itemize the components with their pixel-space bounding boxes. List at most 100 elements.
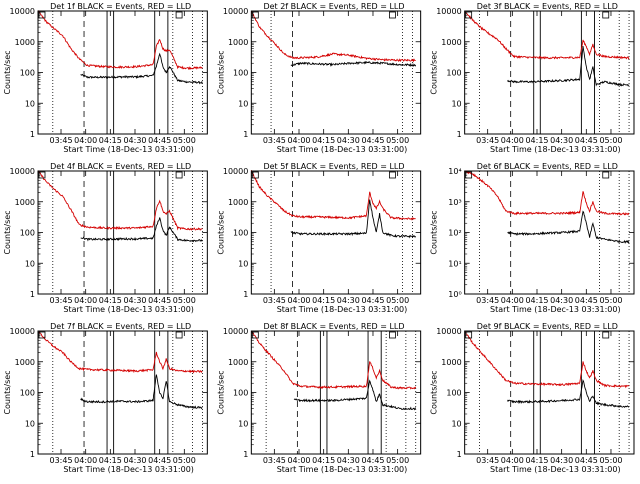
x-tick-label: 04:30 [123, 296, 146, 305]
x-tick-label: 04:00 [287, 136, 310, 145]
x-axis-label: Start Time (18-Dec-13 03:31:00) [490, 465, 621, 474]
series-line-lld [464, 330, 630, 389]
x-tick-label: 05:00 [386, 456, 409, 465]
x-tick-label: 04:45 [148, 296, 171, 305]
corner-marker [389, 331, 396, 339]
x-tick-label: 03:45 [476, 136, 499, 145]
x-tick-label: 03:45 [263, 296, 286, 305]
x-tick-label: 04:45 [575, 456, 598, 465]
x-tick-label: 04:30 [550, 296, 573, 305]
y-tick-label: 10000 [10, 7, 35, 16]
panel-title: Det 6f BLACK = Events, RED = LLD [477, 162, 618, 171]
y-tick-label: 1 [243, 130, 248, 139]
plot-frame [37, 330, 208, 455]
x-tick-label: 03:45 [476, 296, 499, 305]
y-tick-label: 10 [451, 99, 461, 108]
y-axis-label: Counts/sec [3, 210, 12, 254]
y-tick-label: 100 [20, 389, 35, 398]
y-tick-label: 1 [30, 290, 35, 299]
x-tick-label: 04:45 [361, 136, 384, 145]
x-axis-label: Start Time (18-Dec-13 03:31:00) [490, 145, 621, 154]
y-tick-label: 10000 [10, 167, 35, 176]
series-line-events [80, 217, 203, 243]
x-tick-label: 04:45 [361, 456, 384, 465]
x-tick-label: 05:00 [386, 296, 409, 305]
series-line-lld [37, 170, 203, 231]
y-tick-label: 1 [243, 290, 248, 299]
x-tick-label: 03:45 [263, 456, 286, 465]
corner-marker [465, 11, 473, 19]
x-tick-label: 04:15 [99, 136, 122, 145]
x-tick-label: 04:15 [312, 456, 335, 465]
panel-det-3f: Det 3f BLACK = Events, RED = LLD 1 10 100 10… [430, 2, 635, 154]
x-tick-label: 05:00 [599, 296, 622, 305]
y-axis-label: Counts/sec [3, 50, 12, 94]
y-tick-label: 10⁰ [448, 290, 461, 299]
panel-det-2f: Det 2f BLACK = Events, RED = LLD 1 10 100 10… [216, 2, 422, 154]
y-axis-label: Counts/sec [3, 370, 12, 414]
y-tick-label: 100 [446, 69, 461, 78]
x-tick-label: 03:45 [263, 136, 286, 145]
x-tick-label: 04:30 [337, 136, 360, 145]
y-axis-label: Counts/sec [216, 50, 225, 94]
y-tick-label: 10000 [436, 327, 461, 336]
x-tick-label: 04:00 [501, 296, 524, 305]
panel-det-9f: Det 9f BLACK = Events, RED = LLD 1 10 100 10… [430, 322, 635, 474]
x-axis-label: Start Time (18-Dec-13 03:31:00) [490, 305, 621, 314]
x-tick-label: 04:45 [148, 136, 171, 145]
y-tick-label: 10000 [10, 327, 35, 336]
plot-frame [464, 330, 635, 455]
x-axis-label: Start Time (18-Dec-13 03:31:00) [63, 305, 194, 314]
series-line-lld [251, 330, 417, 390]
corner-marker [251, 11, 259, 19]
x-tick-label: 04:45 [575, 136, 598, 145]
x-tick-label: 04:45 [575, 296, 598, 305]
y-tick-label: 10000 [436, 7, 461, 16]
panel-det-1f: Det 1f BLACK = Events, RED = LLD 1 10 100 10… [3, 2, 208, 154]
y-tick-label: 1 [457, 450, 462, 459]
corner-marker [251, 331, 259, 339]
series-line-events [290, 199, 417, 239]
x-tick-label: 04:00 [74, 456, 97, 465]
x-tick-label: 05:00 [386, 136, 409, 145]
y-tick-label: 1000 [441, 358, 461, 367]
y-tick-label: 10² [448, 229, 461, 238]
x-tick-label: 04:15 [312, 136, 335, 145]
series-line-lld [37, 10, 203, 71]
x-tick-label: 04:15 [312, 296, 335, 305]
x-axis-label: Start Time (18-Dec-13 03:31:00) [277, 465, 408, 474]
y-tick-label: 10 [238, 419, 248, 428]
y-tick-label: 100 [233, 69, 248, 78]
y-axis-label: Counts/sec [430, 370, 439, 414]
plot-frame [250, 170, 422, 295]
panel-det-7f: Det 7f BLACK = Events, RED = LLD 1 10 100 10… [3, 322, 208, 474]
plot-frame [250, 10, 422, 135]
x-tick-label: 04:00 [501, 136, 524, 145]
y-tick-label: 1000 [228, 198, 248, 207]
x-tick-label: 05:00 [173, 456, 196, 465]
y-tick-label: 1 [30, 450, 35, 459]
x-tick-label: 04:30 [337, 296, 360, 305]
y-axis-label: Counts/sec [430, 210, 439, 254]
x-axis-label: Start Time (18-Dec-13 03:31:00) [277, 145, 408, 154]
x-tick-label: 05:00 [599, 136, 622, 145]
y-axis-label: Counts/sec [216, 370, 225, 414]
y-tick-label: 1000 [228, 38, 248, 47]
x-tick-label: 04:15 [525, 296, 548, 305]
series-line-events [80, 374, 203, 410]
x-axis-label: Start Time (18-Dec-13 03:31:00) [63, 465, 194, 474]
y-tick-label: 10 [25, 259, 35, 268]
corner-marker [602, 171, 610, 179]
y-tick-label: 1000 [228, 358, 248, 367]
panel-title: Det 8f BLACK = Events, RED = LLD [263, 322, 404, 331]
x-tick-label: 04:30 [123, 456, 146, 465]
panel-title: Det 9f BLACK = Events, RED = LLD [477, 322, 618, 331]
y-tick-label: 10 [25, 99, 35, 108]
plot-frame [464, 10, 635, 135]
y-tick-label: 1 [243, 450, 248, 459]
corner-marker [38, 11, 46, 19]
panel-det-4f: Det 4f BLACK = Events, RED = LLD 1 10 100 10… [3, 162, 208, 314]
corner-marker [38, 331, 46, 339]
